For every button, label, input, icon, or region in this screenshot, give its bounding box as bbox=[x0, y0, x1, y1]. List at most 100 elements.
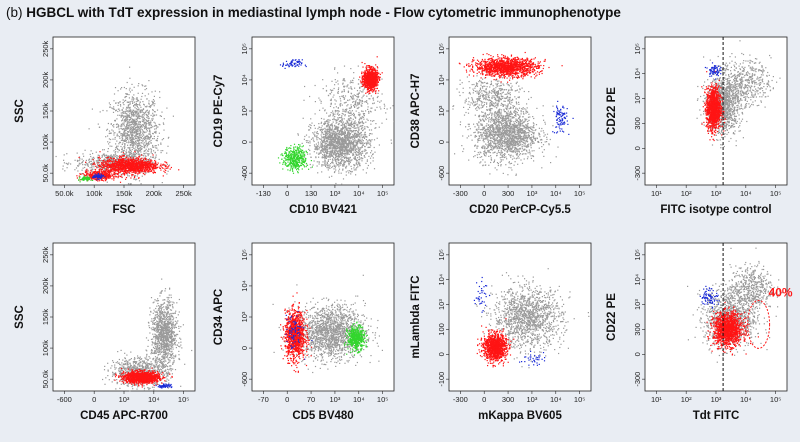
event-dot bbox=[123, 117, 124, 118]
event-dot bbox=[142, 133, 143, 134]
event-dot bbox=[132, 96, 133, 97]
event-dot bbox=[167, 146, 168, 147]
event-dot bbox=[149, 131, 150, 132]
event-dot bbox=[101, 160, 102, 161]
event-dot bbox=[143, 109, 144, 110]
event-dot bbox=[135, 144, 136, 145]
event-dot bbox=[134, 179, 135, 180]
event-dot bbox=[135, 149, 136, 150]
event-dot bbox=[162, 139, 163, 140]
event-dot bbox=[168, 138, 169, 139]
event-dot bbox=[157, 126, 158, 127]
event-dot bbox=[127, 115, 128, 116]
event-dot bbox=[133, 128, 134, 129]
event-dot bbox=[129, 124, 130, 125]
event-dot bbox=[157, 136, 158, 137]
event-dot bbox=[149, 141, 150, 142]
event-dot bbox=[132, 120, 133, 121]
event-dot bbox=[129, 108, 130, 109]
event-dot bbox=[142, 121, 143, 122]
event-dot bbox=[139, 115, 140, 116]
event-dot bbox=[130, 152, 131, 153]
event-dot bbox=[155, 152, 156, 153]
event-dot bbox=[131, 141, 132, 142]
event-dot bbox=[129, 130, 130, 131]
event-dot bbox=[133, 99, 134, 100]
event-dot bbox=[153, 99, 154, 100]
event-dot bbox=[90, 164, 91, 165]
event-dot bbox=[131, 128, 132, 129]
event-dot bbox=[132, 149, 133, 150]
event-dot bbox=[146, 88, 147, 89]
event-dot bbox=[149, 137, 150, 138]
event-dot bbox=[132, 138, 133, 139]
event-dot bbox=[123, 135, 124, 136]
event-dot bbox=[136, 97, 137, 98]
event-dot bbox=[64, 154, 65, 155]
event-dot bbox=[141, 96, 142, 97]
event-dot bbox=[135, 129, 136, 130]
event-dot bbox=[144, 153, 145, 154]
event-dot bbox=[119, 115, 120, 116]
event-dot bbox=[114, 132, 115, 133]
event-dot bbox=[128, 106, 129, 107]
event-dot bbox=[131, 118, 132, 119]
event-dot bbox=[134, 125, 135, 126]
event-dot bbox=[139, 103, 140, 104]
event-dot bbox=[124, 148, 125, 149]
event-dot bbox=[113, 124, 114, 125]
event-dot bbox=[161, 116, 162, 117]
event-dot bbox=[145, 95, 146, 96]
event-dot bbox=[163, 138, 164, 139]
event-dot bbox=[113, 134, 114, 135]
event-dot bbox=[119, 131, 120, 132]
event-dot bbox=[149, 130, 150, 131]
event-dot bbox=[124, 97, 125, 98]
event-dot bbox=[138, 153, 139, 154]
event-dot bbox=[148, 134, 149, 135]
event-dot bbox=[146, 140, 147, 141]
event-dot bbox=[138, 126, 139, 127]
event-dot bbox=[126, 140, 127, 141]
event-dot bbox=[122, 115, 123, 116]
event-dot bbox=[153, 133, 154, 134]
event-dot bbox=[147, 146, 148, 147]
event-dot bbox=[117, 134, 118, 135]
event-dot bbox=[128, 183, 129, 184]
event-dot bbox=[142, 176, 143, 177]
event-dot bbox=[136, 101, 137, 102]
event-dot bbox=[91, 150, 92, 151]
event-dot bbox=[155, 123, 156, 124]
event-dot bbox=[157, 150, 158, 151]
event-dot bbox=[122, 138, 123, 139]
event-dot bbox=[166, 108, 167, 109]
event-dot bbox=[138, 93, 139, 94]
event-dot bbox=[148, 148, 149, 149]
event-dot bbox=[129, 104, 130, 105]
event-dot bbox=[126, 88, 127, 89]
event-dot bbox=[122, 140, 123, 141]
event-dot bbox=[157, 110, 158, 111]
event-dot bbox=[140, 102, 141, 103]
event-dot bbox=[157, 138, 158, 139]
event-dot bbox=[127, 117, 128, 118]
event-dot bbox=[117, 159, 118, 160]
event-dot bbox=[111, 123, 112, 124]
event-dot bbox=[142, 101, 143, 102]
event-dot bbox=[79, 159, 80, 160]
event-dot bbox=[125, 116, 126, 117]
event-dot bbox=[130, 91, 131, 92]
event-dot bbox=[118, 125, 119, 126]
event-dot bbox=[137, 110, 138, 111]
event-dot bbox=[154, 115, 155, 116]
event-dot bbox=[149, 110, 150, 111]
event-dot bbox=[149, 122, 150, 123]
event-dot bbox=[135, 146, 136, 147]
event-dot bbox=[113, 100, 114, 101]
event-dot bbox=[84, 167, 85, 168]
event-dot bbox=[137, 117, 138, 118]
event-dot bbox=[107, 129, 108, 130]
event-dot bbox=[149, 118, 150, 119]
event-dot bbox=[110, 107, 111, 108]
event-dot bbox=[146, 106, 147, 107]
